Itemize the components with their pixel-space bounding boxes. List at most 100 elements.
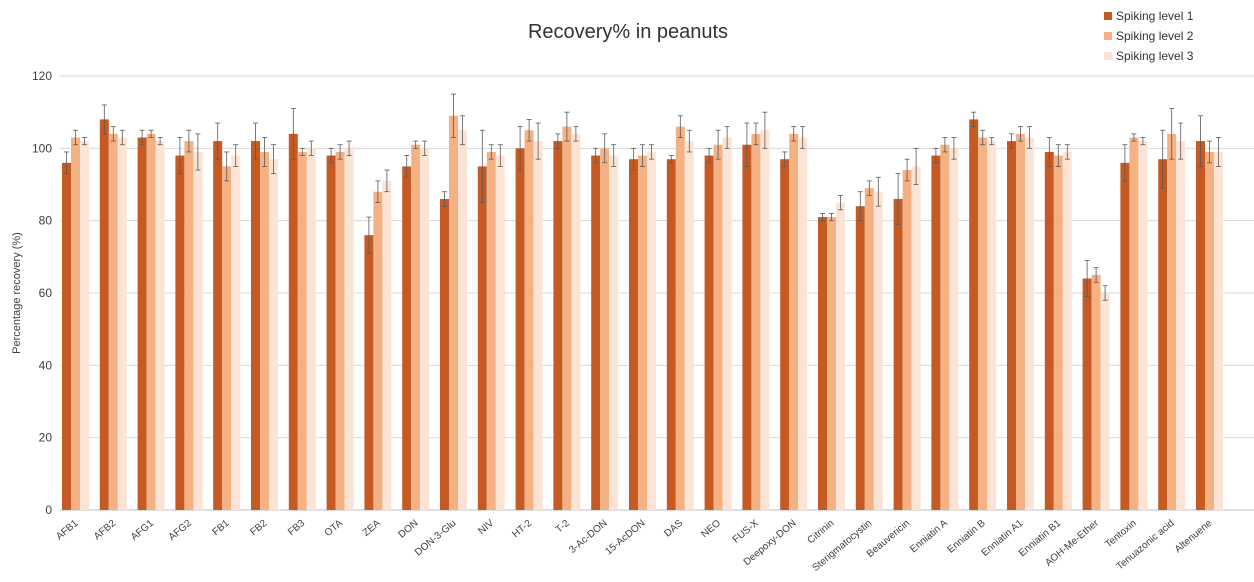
bar-3 <box>155 141 165 510</box>
error-bars <box>64 93 1221 301</box>
x-tick-label: AFB2 <box>92 518 119 543</box>
chart-title: Recovery% in peanuts <box>528 21 728 43</box>
error-bar <box>299 147 305 156</box>
bar-1 <box>213 141 223 510</box>
y-tick-label: 0 <box>45 503 52 517</box>
bar-1 <box>553 141 563 510</box>
bar-1 <box>288 133 298 510</box>
x-tick-label: HT-2 <box>510 518 534 541</box>
error-bar <box>649 144 654 160</box>
error-bar <box>148 129 154 138</box>
bar-2 <box>675 126 685 510</box>
error-bar <box>1178 122 1184 160</box>
error-bar <box>526 119 532 142</box>
error-bar <box>1198 115 1203 167</box>
x-tick-label: AFB1 <box>54 518 81 543</box>
error-bar <box>517 126 523 171</box>
bar-2 <box>713 144 723 510</box>
bar-1 <box>137 137 147 510</box>
bar-3 <box>231 155 241 511</box>
error-bar <box>753 122 759 146</box>
bar-3 <box>306 148 316 511</box>
legend: Spiking level 1 Spiking level 2 Spiking le… <box>1104 9 1194 63</box>
error-bar <box>1216 137 1221 167</box>
error-bar <box>479 129 485 203</box>
bar-3 <box>760 130 770 510</box>
bar-1 <box>855 206 865 510</box>
error-bar <box>535 122 541 160</box>
error-bar <box>1009 133 1014 149</box>
error-bar <box>829 213 834 222</box>
bar-1 <box>440 198 449 510</box>
bar-3 <box>382 180 392 510</box>
error-bar <box>1084 260 1090 298</box>
error-bar <box>195 133 201 171</box>
error-bar <box>706 147 712 164</box>
legend-label-1: Spiking level 1 <box>1116 9 1194 23</box>
error-bar <box>290 108 296 160</box>
error-bar <box>442 191 447 207</box>
bar-3 <box>609 155 619 511</box>
x-tick-label: FUS-X <box>731 518 761 546</box>
x-tick-label: DAS <box>662 518 685 540</box>
bar-3 <box>193 151 203 510</box>
legend-label-2: Spiking level 2 <box>1116 29 1194 43</box>
x-tick-labels: AFB1 AFB2 AFG1 AFG2 FB1 FB2 FB3 OTA ZEA DONDON-3-… <box>54 517 1215 573</box>
bar-3 <box>1214 151 1223 510</box>
bar-2 <box>978 137 988 510</box>
x-tick-label: Enniatin A <box>908 518 950 556</box>
x-tick-label: 15-AcDON <box>603 518 647 558</box>
error-bar <box>942 137 948 153</box>
bar-1 <box>1196 141 1205 510</box>
error-bar <box>308 140 314 156</box>
bar-1 <box>364 235 374 510</box>
x-tick-label: T-2 <box>554 518 572 536</box>
error-bar <box>139 129 145 146</box>
bar-1 <box>62 162 71 511</box>
bar-3 <box>836 202 845 511</box>
error-bar <box>668 155 674 164</box>
error-bar <box>791 126 797 142</box>
bar-2 <box>864 188 874 510</box>
bar-3 <box>495 155 505 511</box>
error-bar <box>1160 129 1166 189</box>
bar-1 <box>402 166 412 510</box>
bar-1 <box>1007 141 1016 510</box>
error-bar <box>460 115 465 146</box>
error-bar <box>631 147 636 171</box>
bar-1 <box>780 159 790 510</box>
error-bar <box>1102 285 1108 301</box>
error-bar <box>951 137 957 160</box>
error-bar <box>224 151 230 182</box>
bar-marks <box>62 115 1223 511</box>
bar-3 <box>533 141 543 510</box>
bar-3 <box>798 137 808 510</box>
error-bar <box>1140 137 1146 146</box>
bar-3 <box>117 137 127 510</box>
bar-2 <box>449 115 458 511</box>
error-bar <box>337 144 343 160</box>
error-bar <box>564 111 570 142</box>
bar-3 <box>1025 137 1034 510</box>
bar-3 <box>647 151 656 510</box>
error-bar <box>375 180 381 203</box>
bar-2 <box>827 217 836 511</box>
error-bar <box>328 147 334 164</box>
error-bar <box>724 126 730 149</box>
error-bar <box>177 137 183 175</box>
bar-3 <box>987 141 997 510</box>
bar-1 <box>893 198 903 510</box>
error-bar <box>1169 108 1175 160</box>
error-bar <box>611 144 617 167</box>
bar-1 <box>1158 159 1168 510</box>
bar-1 <box>1120 162 1130 511</box>
error-bar <box>555 133 561 149</box>
bar-3 <box>684 141 694 510</box>
error-bar <box>782 151 788 167</box>
bar-3 <box>949 148 959 511</box>
bar-1 <box>326 155 336 511</box>
bar-2 <box>524 130 534 510</box>
error-bar <box>980 129 986 146</box>
error-bar <box>1055 144 1061 167</box>
